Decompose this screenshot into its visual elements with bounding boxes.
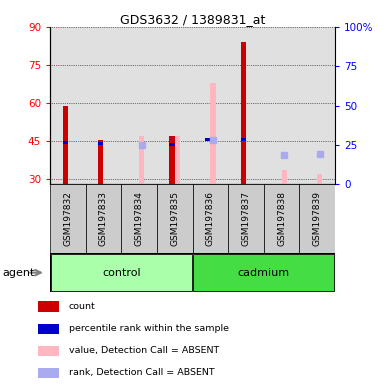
FancyBboxPatch shape (121, 184, 157, 253)
Bar (241, 42, 246, 184)
Text: GSM197835: GSM197835 (170, 191, 179, 247)
Bar (300, 27, 335, 184)
Text: GSM197834: GSM197834 (135, 192, 144, 246)
Text: agent: agent (2, 268, 34, 278)
Bar (85, 27, 121, 184)
Bar (241, 138, 246, 141)
Bar (98, 142, 104, 145)
Bar (62, 106, 68, 184)
Bar (121, 27, 157, 184)
Text: GSM197836: GSM197836 (206, 191, 215, 247)
FancyBboxPatch shape (264, 184, 300, 253)
Bar (38, 301, 59, 312)
Bar (264, 27, 300, 184)
Bar (192, 27, 228, 184)
FancyBboxPatch shape (300, 184, 335, 253)
Bar (281, 170, 287, 184)
Bar (38, 346, 59, 356)
Text: value, Detection Call = ABSENT: value, Detection Call = ABSENT (69, 346, 219, 355)
Bar (38, 323, 59, 334)
Bar (157, 27, 192, 184)
Bar (317, 174, 323, 184)
Bar (38, 367, 59, 378)
FancyBboxPatch shape (51, 254, 192, 291)
Bar (205, 138, 210, 141)
Text: control: control (102, 268, 141, 278)
Text: GSM197838: GSM197838 (277, 191, 286, 247)
Bar (169, 136, 175, 184)
FancyBboxPatch shape (50, 253, 335, 292)
Text: GSM197837: GSM197837 (241, 191, 250, 247)
FancyBboxPatch shape (192, 184, 228, 253)
Text: GSM197833: GSM197833 (99, 191, 108, 247)
Bar (210, 83, 216, 184)
Text: GSM197839: GSM197839 (313, 191, 321, 247)
Bar (62, 141, 68, 144)
FancyBboxPatch shape (193, 254, 334, 291)
Text: GSM197832: GSM197832 (64, 192, 72, 246)
FancyBboxPatch shape (228, 184, 264, 253)
Text: count: count (69, 302, 95, 311)
FancyBboxPatch shape (157, 184, 192, 253)
Title: GDS3632 / 1389831_at: GDS3632 / 1389831_at (120, 13, 265, 26)
Bar (228, 27, 264, 184)
FancyBboxPatch shape (50, 184, 85, 253)
Bar (98, 140, 104, 184)
Bar (169, 144, 175, 146)
Text: rank, Detection Call = ABSENT: rank, Detection Call = ABSENT (69, 369, 214, 377)
Bar (175, 136, 180, 184)
Text: percentile rank within the sample: percentile rank within the sample (69, 324, 229, 333)
Bar (139, 136, 144, 184)
Text: cadmium: cadmium (238, 268, 290, 278)
Bar (50, 27, 85, 184)
FancyBboxPatch shape (85, 184, 121, 253)
